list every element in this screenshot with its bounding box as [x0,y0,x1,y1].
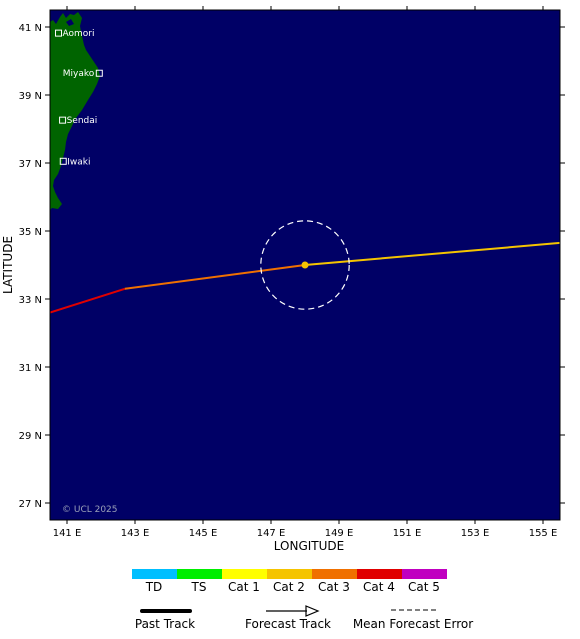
y-tick-label: 41 N [19,23,42,34]
past-track-segment [124,264,306,290]
legend-label-td: TD [145,580,163,594]
copyright-text: © UCL 2025 [62,505,118,515]
forecast-arrow-icon [305,605,320,617]
x-tick-label: 151 E [393,528,422,539]
x-tick-label: 145 E [189,528,218,539]
y-tick-label: 35 N [19,227,42,238]
plot-frame [49,9,561,521]
cities-layer: Aomori Miyako Sendai Iwaki [55,29,103,167]
city-marker-icon [55,29,62,37]
x-axis-ticks: 141 E 143 E 145 E 147 E 149 E 151 E 153 E 155 E [53,6,558,539]
y-tick-label: 39 N [19,91,42,102]
legend-swatch-cat3 [312,569,357,579]
legend-swatch-cat4 [357,569,402,579]
track-legend: Past Track Forecast Track Mean Forecast … [135,605,473,631]
legend-swatch-cat1 [222,569,267,579]
legend-swatch-cat2 [267,569,312,579]
city-label: Aomori [63,29,95,39]
x-axis-title: LONGITUDE [274,539,344,553]
city-marker-icon [59,157,67,165]
y-axis-title: LATITUDE [1,236,15,294]
x-tick-label: 155 E [529,528,558,539]
past-track-label: Past Track [135,617,195,631]
y-tick-label: 33 N [19,295,42,306]
legend-swatch-cat5 [402,569,447,579]
city-marker-icon [59,116,67,124]
legend-swatch-ts [177,569,222,579]
y-tick-label: 27 N [19,499,42,510]
legend-swatch-td [132,569,177,579]
past-track-segment [50,287,126,314]
legend-label-cat1: Cat 1 [228,580,260,594]
legend-label-cat5: Cat 5 [408,580,440,594]
y-tick-label: 37 N [19,159,42,170]
legend-label-ts: TS [191,580,207,594]
x-tick-label: 153 E [461,528,490,539]
track-layer [50,220,560,314]
storm-position-marker [301,261,309,269]
error-label: Mean Forecast Error [353,617,473,631]
y-tick-label: 29 N [19,431,42,442]
city-label: Iwaki [67,157,90,167]
x-tick-label: 149 E [325,528,354,539]
city-marker-icon [95,69,103,77]
japan-coastline-land [50,12,100,210]
y-axis-ticks: 41 N 39 N 37 N 35 N 33 N 31 N 29 N 27 N [19,23,565,510]
forecast-track-label: Forecast Track [245,617,331,631]
forecast-track-segment [304,241,560,266]
x-tick-label: 147 E [257,528,286,539]
x-tick-label: 143 E [121,528,150,539]
city-label: Miyako [63,69,95,79]
mutsu-bay [66,19,74,26]
legend-label-cat4: Cat 4 [363,580,395,594]
legend-label-cat2: Cat 2 [273,580,305,594]
y-tick-label: 31 N [19,363,42,374]
legend-label-cat3: Cat 3 [318,580,350,594]
category-legend: TD TS Cat 1 Cat 2 Cat 3 Cat 4 Cat 5 [132,569,447,594]
city-label: Sendai [67,116,98,126]
x-tick-label: 141 E [53,528,82,539]
forecast-error-circle [260,220,350,310]
